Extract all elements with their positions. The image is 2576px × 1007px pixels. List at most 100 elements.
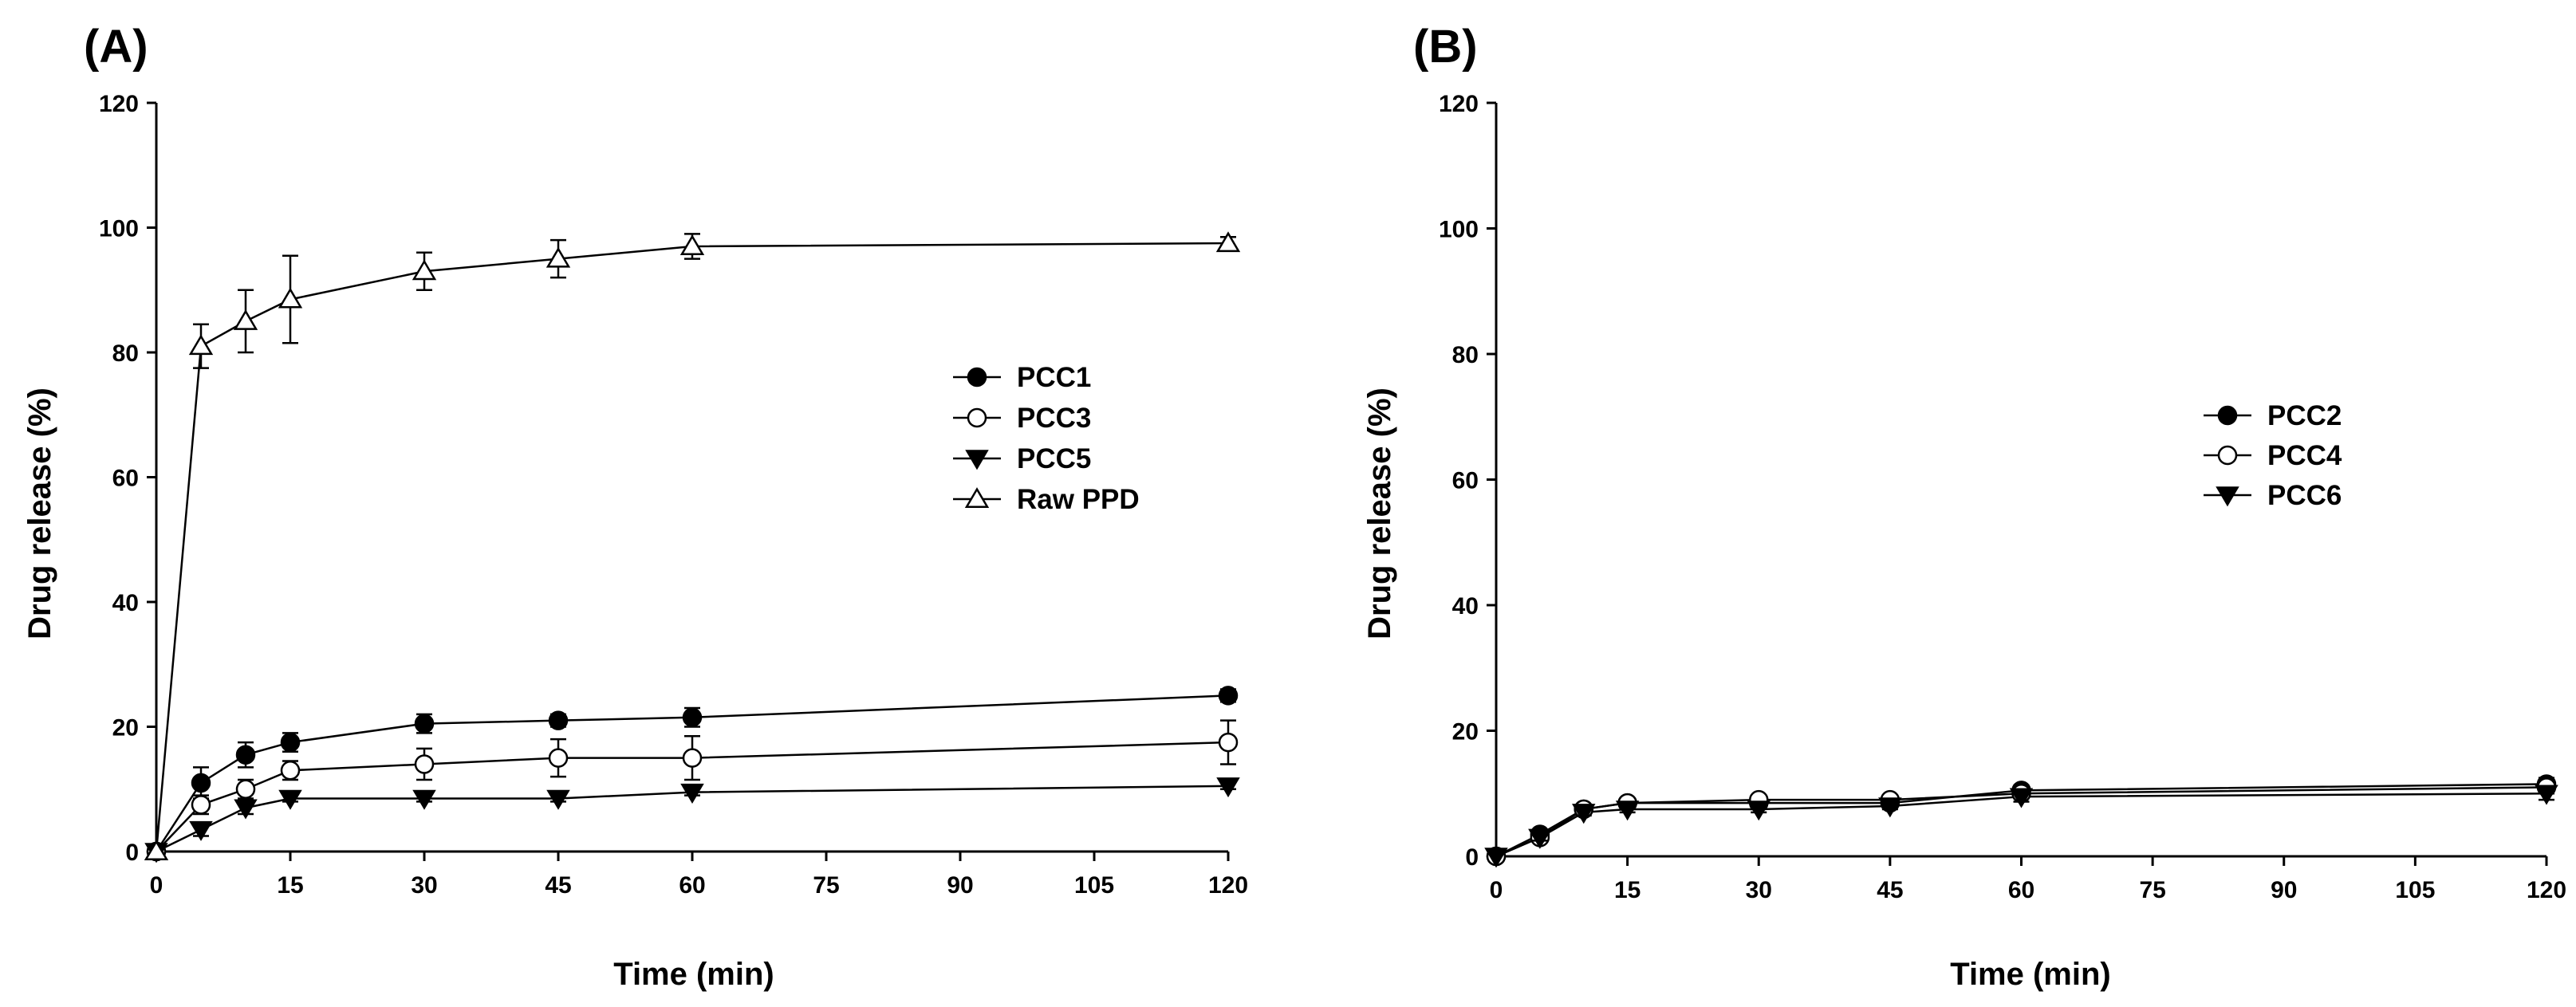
panel-b-x-tick-label: 90 [2271,877,2297,903]
panel-a-point-pcc5 [1216,777,1240,798]
panel-b-legend-marker-pcc4 [2217,445,2238,466]
panel-a-point-pcc3 [235,779,256,799]
panel-a-x-tick-label: 30 [411,872,437,899]
panel-a-point-pcc5 [234,799,258,820]
panel-a-point-pcc3 [414,754,435,774]
panel-b-x-tick-label: 0 [1490,877,1503,903]
panel-a-legend-label-raw-ppd: Raw PPD [1017,484,1140,515]
panel-b-point-pcc6 [1572,804,1596,824]
panel-a-x-tick-label: 0 [150,872,163,899]
panel-b-point-pcc6 [1528,828,1552,849]
panel-b-x-tick-label: 30 [1746,877,1772,903]
panel-b-legend-item-pcc6: PCC6 [2204,480,2342,511]
panel-b-label: (B) [1413,21,1478,73]
panel-b: (B) Drug release (%) Time (min) 0 20 40 60 8… [1362,21,2566,992]
panel-b-x-tick-label: 105 [2395,877,2435,903]
panel-b-x-tick-label: 75 [2139,877,2165,903]
panel-b-point-pcc6 [1615,800,1640,821]
panel-a-point-raw-ppd [546,246,571,268]
panel-b-y-tick-label: 0 [1465,844,1479,871]
panel-a-x-tick-label: 90 [947,872,973,899]
panel-a-point-pcc3 [280,761,301,781]
panel-a-point-raw-ppd [278,287,303,309]
panel-a-y-tick-label: 120 [99,91,139,117]
panel-a-xlabel: Time (min) [613,957,774,992]
panel-a-point-pcc1 [191,773,211,793]
panel-a-point-pcc1 [548,710,569,730]
panel-a-x-tick-label: 120 [1208,872,1248,899]
panel-b-point-pcc6 [2535,785,2558,805]
panel-a-y-tick-label: 100 [99,216,139,242]
panel-b-y-tick-label: 40 [1452,593,1479,620]
panel-b-y-tick-label: 100 [1439,217,1479,243]
panel-a-legend-item-raw-ppd: Raw PPD [953,484,1140,515]
panel-a-point-pcc3 [548,748,569,768]
panel-a-series-line-raw-ppd [155,242,1229,852]
panel-a-point-pcc5 [680,783,704,804]
panel-b-legend-marker-pcc6 [2216,486,2239,507]
panel-a-x-tick-label: 75 [813,872,839,899]
panel-a-point-raw-ppd [679,234,705,255]
panel-b-point-pcc6 [2009,788,2034,808]
panel-a-point-raw-ppd [233,309,258,330]
panel-b-x-tick-label: 60 [2008,877,2034,903]
panel-a-legend-item-pcc1: PCC1 [953,362,1091,393]
panel-a-y-tick-label: 60 [112,466,139,492]
panel-a-y-tick-label: 80 [112,340,139,367]
panel-a-legend-marker-pcc3 [967,407,987,428]
panel-b-ylabel: Drug release (%) [1362,387,1397,639]
panel-a-point-raw-ppd [188,334,214,356]
panel-a-point-pcc1 [414,714,435,734]
panel-a-point-pcc5 [546,789,570,810]
panel-a-point-pcc5 [278,789,302,810]
panel-a-legend: PCC1 PCC3 PCC5 Raw PPD [953,362,1140,515]
panel-b-y-tick-label: 120 [1439,91,1479,117]
panel-a-point-raw-ppd [412,259,437,281]
panel-b-x-tick-label: 120 [2527,877,2566,903]
panel-a-point-pcc3 [682,748,703,768]
panel-b-point-pcc6 [1747,800,1771,821]
panel-a-plot: 0 20 40 60 80 100 120 0 15 30 45 60 75 90 105 120 [99,91,1248,899]
panel-a-point-raw-ppd [144,840,169,860]
panel-a-point-pcc1 [280,732,301,753]
panel-a-point-raw-ppd [1215,231,1241,253]
panel-a-point-pcc5 [412,789,436,810]
panel-b-x-tick-label: 15 [1614,877,1641,903]
panel-a-y-tick-label: 20 [112,715,139,741]
panel-a-legend-marker-pcc5 [965,450,989,470]
panel-b-legend: PCC2 PCC4 PCC6 [2204,400,2342,511]
panel-a-legend-label-pcc5: PCC5 [1017,443,1091,474]
panel-a-y-tick-label: 40 [112,590,139,616]
panel-b-y-tick-label: 80 [1452,342,1479,368]
panel-a-x-tick-label: 45 [545,872,571,899]
panel-a-legend-label-pcc1: PCC1 [1017,362,1091,393]
panel-a-point-pcc1 [1218,686,1239,706]
panel-a-point-pcc3 [1218,732,1239,753]
panel-a-legend-marker-raw-ppd [964,487,990,508]
panel-b-point-pcc6 [1878,797,1902,818]
panel-b-plot: 0 20 40 60 80 100 120 0 15 30 45 60 75 90 105 120 [1439,91,2566,903]
panel-b-legend-label-pcc2: PCC2 [2267,400,2342,431]
panel-a-ylabel: Drug release (%) [22,387,57,639]
panel-a-point-pcc3 [191,795,211,815]
panel-a-y-tick-label: 0 [125,840,139,866]
panel-a-x-tick-label: 105 [1074,872,1114,899]
panel-a-legend-marker-pcc1 [967,367,987,387]
panel-b-legend-marker-pcc2 [2217,405,2238,426]
panel-b-xlabel: Time (min) [1950,957,2111,992]
panel-b-legend-item-pcc2: PCC2 [2204,400,2342,431]
panel-b-point-pcc6 [1484,848,1508,868]
panel-b-legend-label-pcc4: PCC4 [2267,440,2342,471]
panel-a-legend-item-pcc3: PCC3 [953,403,1091,434]
panel-a-x-tick-label: 15 [277,872,303,899]
panel-a-x-tick-label: 60 [679,872,705,899]
panel-b-y-tick-label: 60 [1452,468,1479,494]
panel-a: (A) Drug release (%) Time (min) 0 20 40 60 8… [22,21,1248,992]
panel-a-point-pcc1 [235,745,256,765]
panel-b-legend-label-pcc6: PCC6 [2267,480,2342,511]
panel-a-legend-label-pcc3: PCC3 [1017,403,1091,434]
panel-a-point-pcc1 [682,707,703,728]
panel-b-legend-item-pcc4: PCC4 [2204,440,2342,471]
